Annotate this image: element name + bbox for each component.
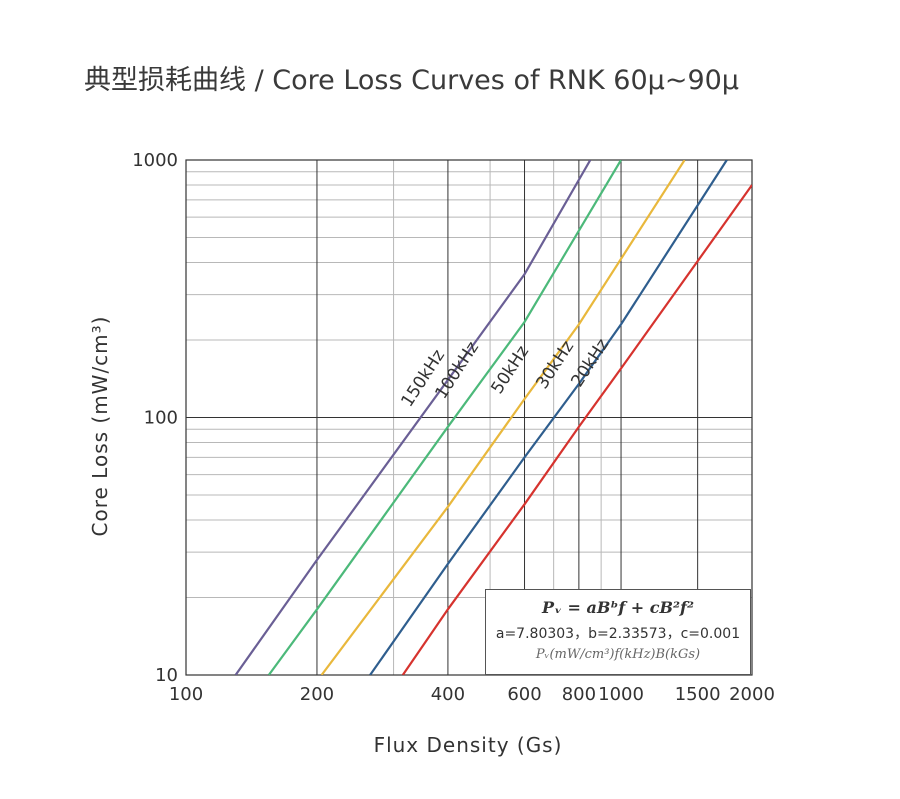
x-tick-label: 2000 — [729, 684, 775, 705]
formula-units: Pᵥ(mW/cm³)f(kHz)B(kGs) — [535, 647, 701, 662]
x-tick-label: 100 — [169, 684, 203, 705]
formula-box: Pᵥ = aBᵇf + cB²f² a=7.80303，b=2.33573，c=… — [485, 589, 751, 675]
y-tick-label: 1000 — [132, 150, 178, 171]
curve-label-50kHz: 50kHz — [487, 342, 533, 398]
formula-coefficients: a=7.80303，b=2.33573，c=0.001 — [495, 626, 741, 642]
formula-main: Pᵥ = aBᵇf + cB²f² — [542, 598, 694, 617]
x-axis-label: Flux Density (Gs) — [374, 733, 563, 757]
x-tick-label: 1500 — [675, 684, 721, 705]
curve-label-20kHz: 20kHz — [567, 335, 613, 391]
y-tick-label: 100 — [144, 408, 178, 429]
y-tick-label: 10 — [155, 665, 178, 686]
y-axis-label: Core Loss (mW/cm³) — [88, 316, 112, 537]
x-tick-label: 600 — [507, 684, 541, 705]
x-tick-label: 800 — [562, 684, 596, 705]
x-tick-label: 400 — [431, 684, 465, 705]
series-line-20kHz — [401, 184, 752, 675]
x-tick-label: 1000 — [598, 684, 644, 705]
plot-frame — [185, 159, 753, 676]
x-tick-label: 200 — [300, 684, 334, 705]
series-line-100kHz — [267, 160, 622, 675]
series-line-150kHz — [234, 160, 592, 675]
series-line-50kHz — [320, 160, 686, 675]
series-line-30kHz — [369, 160, 728, 675]
curve-label-30kHz: 30kHz — [532, 337, 578, 393]
chart-title: 典型损耗曲线 / Core Loss Curves of RNK 60μ~90μ — [84, 65, 739, 96]
